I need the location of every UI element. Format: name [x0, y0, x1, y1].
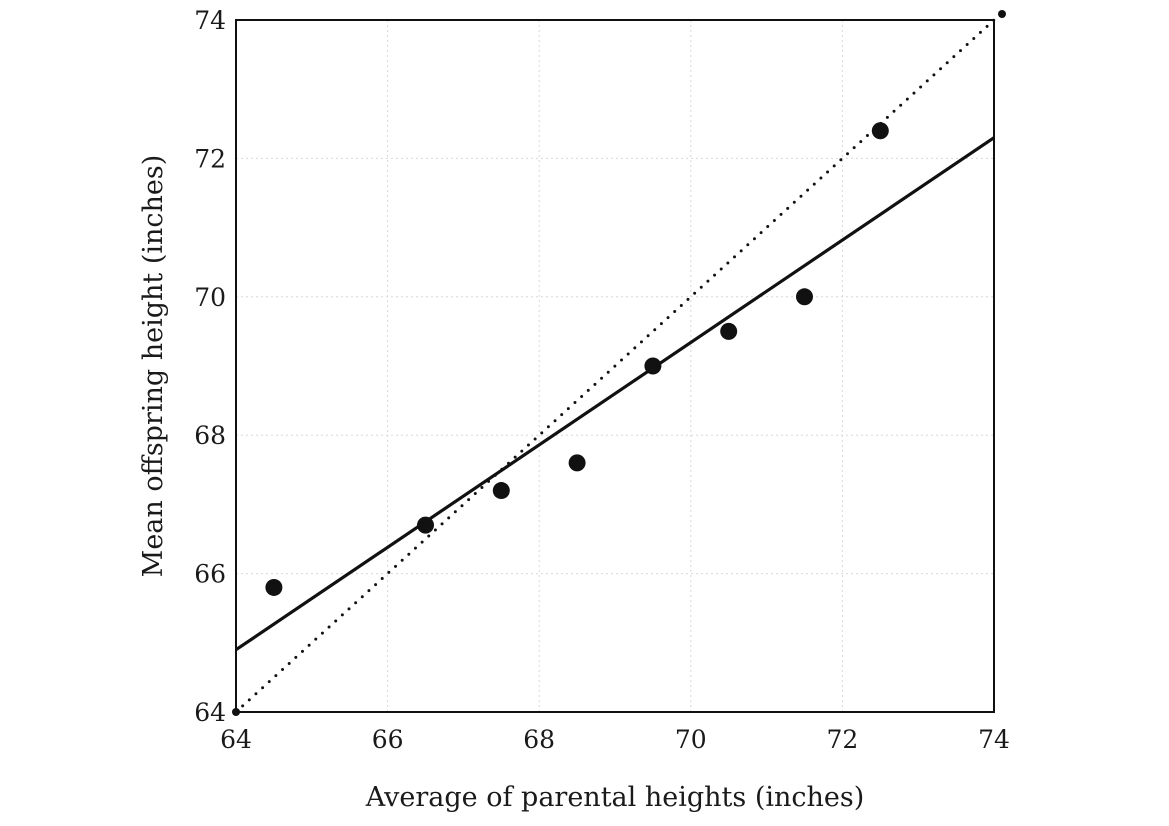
- fit-lines: [234, 18, 996, 714]
- y-tick-label-74: 74: [194, 6, 226, 35]
- y-axis-title: Mean offspring height (inches): [138, 155, 169, 578]
- data-point-8: [871, 122, 889, 140]
- x-tick-label-70: 70: [675, 725, 707, 754]
- y-tick-label-72: 72: [194, 144, 226, 173]
- corner-marker-top-right: [998, 10, 1006, 18]
- data-point-3: [492, 482, 510, 500]
- corner-marker-bottom-left: [232, 708, 240, 716]
- x-tick-label-68: 68: [523, 725, 555, 754]
- data-point-4: [568, 454, 586, 472]
- y-tick-labels: 64 66 68 70 72 74: [194, 6, 226, 727]
- regression-line: [235, 136, 995, 652]
- data-point-1: [265, 578, 283, 596]
- y-tick-label-70: 70: [194, 283, 226, 312]
- y-tick-label-64: 64: [194, 698, 226, 727]
- data-point-5: [644, 357, 662, 375]
- x-tick-label-72: 72: [826, 725, 858, 754]
- plot-frame: [235, 19, 995, 713]
- x-tick-label-64: 64: [220, 725, 252, 754]
- data-point-7: [796, 288, 813, 306]
- x-axis-title: Average of parental heights (inches): [365, 782, 865, 813]
- data-point-2: [417, 516, 434, 534]
- y-tick-label-68: 68: [194, 421, 226, 450]
- x-tick-label-74: 74: [978, 725, 1010, 754]
- data-point-6: [720, 322, 738, 340]
- identity-line: [234, 18, 996, 714]
- data-points: [265, 122, 889, 596]
- y-tick-label-66: 66: [194, 560, 226, 589]
- x-tick-label-66: 66: [372, 725, 404, 754]
- x-tick-labels: 64 66 68 70 72 74: [220, 725, 1010, 754]
- corner-markers: [232, 10, 1006, 716]
- grid-lines: [236, 20, 994, 712]
